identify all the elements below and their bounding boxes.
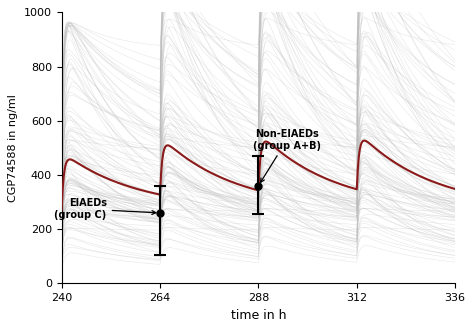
Text: Non-EIAEDs
(group A+B): Non-EIAEDs (group A+B) [253, 129, 321, 182]
Y-axis label: CGP74588 in ng/ml: CGP74588 in ng/ml [9, 94, 18, 202]
Text: EIAEDs
(group C): EIAEDs (group C) [55, 198, 156, 220]
X-axis label: time in h: time in h [231, 309, 286, 322]
